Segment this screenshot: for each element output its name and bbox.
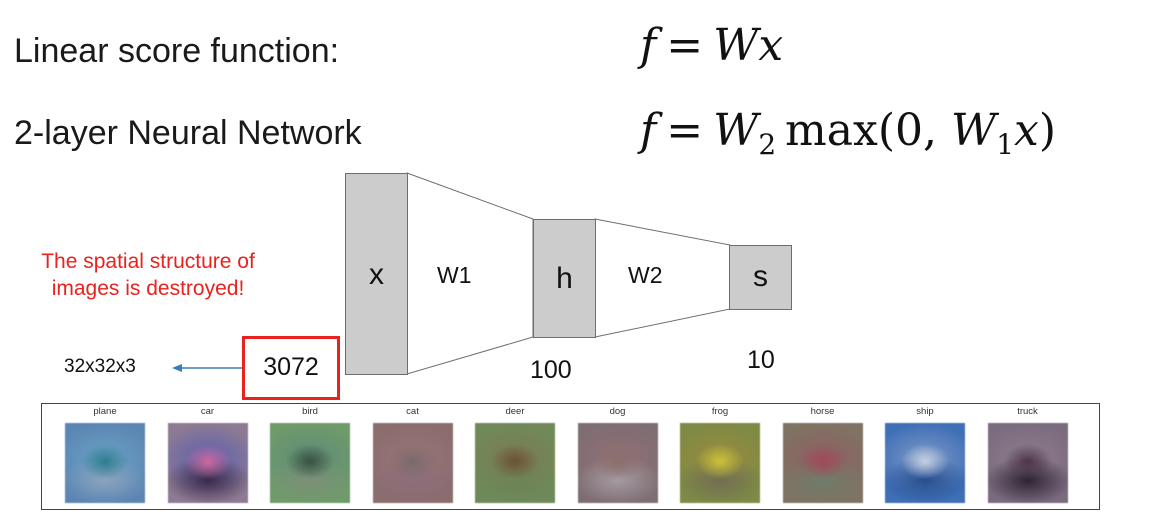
template-image xyxy=(885,423,965,503)
class-templates-strip: plane car bird cat deer dog frog horse ship truck xyxy=(41,403,1100,510)
shape-arrow-head xyxy=(172,364,182,372)
template-image xyxy=(577,423,658,503)
template-horse: horse xyxy=(782,406,863,503)
template-image xyxy=(270,423,350,503)
template-image xyxy=(372,423,453,503)
image-shape-label: 32x32x3 xyxy=(64,356,136,377)
template-label: cat xyxy=(406,406,419,417)
input-layer-box xyxy=(345,173,408,375)
template-image xyxy=(782,423,863,503)
linear-score-label: Linear score function: xyxy=(14,32,340,70)
two-layer-nn-label: 2-layer Neural Network xyxy=(14,114,362,152)
template-cat: cat xyxy=(372,406,453,503)
template-label: truck xyxy=(1017,406,1038,417)
input-layer-label: x xyxy=(369,258,384,291)
template-plane: plane xyxy=(65,406,145,503)
template-image xyxy=(167,423,248,503)
template-frog: frog xyxy=(680,406,760,503)
hidden-layer-box xyxy=(533,219,596,338)
note-line-1: The spatial structure of xyxy=(41,250,255,273)
output-size-label: 10 xyxy=(747,346,775,374)
template-bird: bird xyxy=(270,406,350,503)
template-deer: deer xyxy=(475,406,555,503)
template-dog: dog xyxy=(577,406,658,503)
hidden-size-label: 100 xyxy=(530,356,572,384)
template-ship: ship xyxy=(885,406,965,503)
template-label: dog xyxy=(609,406,626,417)
spatial-structure-note: The spatial structure of images is destr… xyxy=(0,248,296,302)
linear-formula: f = Wx xyxy=(640,20,784,71)
template-label: horse xyxy=(810,406,835,417)
template-image xyxy=(65,423,145,503)
w2-label: W2 xyxy=(628,262,663,288)
template-car: car xyxy=(167,406,248,503)
hidden-layer-label: h xyxy=(556,262,573,295)
output-layer-label: s xyxy=(753,260,768,293)
template-image xyxy=(680,423,760,503)
note-line-2: images is destroyed! xyxy=(51,277,245,300)
input-size-label: 3072 xyxy=(263,353,319,381)
w1-label: W1 xyxy=(437,262,472,288)
template-image xyxy=(987,423,1068,503)
w2-trapezoid xyxy=(594,218,731,338)
template-truck: truck xyxy=(987,406,1068,503)
template-image xyxy=(475,423,555,503)
template-label: car xyxy=(200,406,215,417)
input-size-highlight xyxy=(242,336,340,400)
template-label: frog xyxy=(711,406,729,417)
template-label: ship xyxy=(916,406,934,417)
template-label: deer xyxy=(505,406,525,417)
two-layer-formula: f = W2 max(0, W1x) xyxy=(640,105,1057,161)
template-label: plane xyxy=(93,406,117,417)
output-layer-box xyxy=(729,245,792,310)
template-label: bird xyxy=(302,406,318,417)
